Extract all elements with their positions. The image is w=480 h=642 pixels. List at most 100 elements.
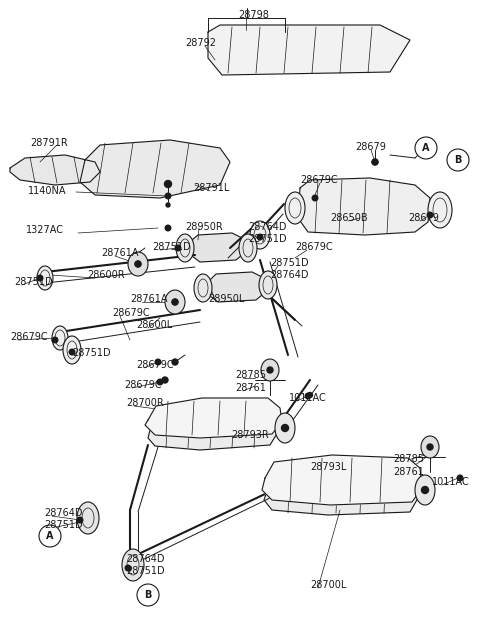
Circle shape bbox=[427, 213, 433, 218]
Text: 28600L: 28600L bbox=[136, 320, 172, 330]
Text: 28751D: 28751D bbox=[72, 348, 110, 358]
Circle shape bbox=[427, 444, 433, 450]
Ellipse shape bbox=[194, 274, 212, 302]
Ellipse shape bbox=[37, 266, 53, 290]
Text: 28761: 28761 bbox=[235, 383, 266, 393]
Ellipse shape bbox=[421, 436, 439, 458]
Ellipse shape bbox=[428, 192, 452, 228]
Text: 28761: 28761 bbox=[393, 467, 424, 477]
Text: 28764D: 28764D bbox=[248, 222, 287, 232]
Ellipse shape bbox=[275, 413, 295, 443]
Circle shape bbox=[372, 159, 378, 165]
Circle shape bbox=[308, 392, 312, 397]
Circle shape bbox=[372, 159, 378, 165]
Ellipse shape bbox=[176, 234, 194, 262]
Polygon shape bbox=[80, 140, 230, 198]
Circle shape bbox=[447, 149, 469, 171]
Circle shape bbox=[267, 367, 273, 373]
Text: 28785: 28785 bbox=[393, 454, 424, 464]
Text: 28791R: 28791R bbox=[30, 138, 68, 148]
Circle shape bbox=[135, 261, 141, 267]
Text: 28751D: 28751D bbox=[152, 242, 191, 252]
Text: 28751D: 28751D bbox=[44, 520, 83, 530]
Ellipse shape bbox=[77, 502, 99, 534]
Text: 28793R: 28793R bbox=[231, 430, 269, 440]
Ellipse shape bbox=[165, 290, 185, 314]
Text: B: B bbox=[454, 155, 462, 165]
Polygon shape bbox=[208, 25, 410, 75]
Ellipse shape bbox=[239, 234, 257, 262]
Circle shape bbox=[166, 203, 170, 207]
Text: 28679C: 28679C bbox=[112, 308, 150, 318]
Circle shape bbox=[52, 337, 58, 343]
Ellipse shape bbox=[259, 271, 277, 299]
Text: 28764D: 28764D bbox=[126, 554, 165, 564]
Circle shape bbox=[135, 261, 141, 267]
Circle shape bbox=[312, 195, 318, 201]
Text: 28679C: 28679C bbox=[10, 332, 48, 342]
Text: 28700R: 28700R bbox=[126, 398, 164, 408]
Text: 28751D: 28751D bbox=[14, 277, 53, 287]
Ellipse shape bbox=[52, 326, 68, 350]
Circle shape bbox=[457, 476, 463, 480]
Circle shape bbox=[37, 275, 43, 281]
Text: 28792: 28792 bbox=[185, 38, 216, 48]
Circle shape bbox=[165, 180, 171, 187]
Polygon shape bbox=[264, 465, 418, 515]
Polygon shape bbox=[10, 155, 100, 185]
Circle shape bbox=[172, 359, 178, 365]
Text: 28679C: 28679C bbox=[295, 242, 333, 252]
Text: 28764D: 28764D bbox=[44, 508, 83, 518]
Text: B: B bbox=[144, 590, 152, 600]
Circle shape bbox=[415, 137, 437, 159]
Circle shape bbox=[39, 525, 61, 547]
Circle shape bbox=[257, 234, 263, 240]
Text: 28950L: 28950L bbox=[208, 294, 244, 304]
Polygon shape bbox=[192, 233, 242, 262]
Polygon shape bbox=[148, 408, 278, 450]
Circle shape bbox=[305, 393, 311, 399]
Circle shape bbox=[421, 487, 429, 494]
Circle shape bbox=[125, 565, 131, 571]
Text: 28791L: 28791L bbox=[193, 183, 229, 193]
Text: 28950R: 28950R bbox=[185, 222, 223, 232]
Circle shape bbox=[172, 299, 178, 305]
Circle shape bbox=[165, 225, 171, 231]
Text: 28751D: 28751D bbox=[126, 566, 165, 576]
Text: 28679: 28679 bbox=[408, 213, 439, 223]
Ellipse shape bbox=[285, 192, 305, 224]
Text: 28761A: 28761A bbox=[130, 294, 168, 304]
Text: 28764D: 28764D bbox=[270, 270, 309, 280]
Text: 1327AC: 1327AC bbox=[26, 225, 64, 235]
Ellipse shape bbox=[122, 549, 144, 581]
Ellipse shape bbox=[415, 475, 435, 505]
Ellipse shape bbox=[63, 336, 81, 364]
Text: 28798: 28798 bbox=[238, 10, 269, 20]
Text: 28751D: 28751D bbox=[270, 258, 309, 268]
Text: 28793L: 28793L bbox=[310, 462, 347, 472]
Circle shape bbox=[281, 424, 288, 431]
Circle shape bbox=[457, 475, 463, 481]
Text: 28650B: 28650B bbox=[330, 213, 368, 223]
Text: A: A bbox=[46, 531, 54, 541]
Circle shape bbox=[155, 360, 161, 365]
Text: 1011AC: 1011AC bbox=[432, 477, 470, 487]
Text: 28679: 28679 bbox=[355, 142, 386, 152]
Text: 28679C: 28679C bbox=[300, 175, 337, 185]
Text: 28785: 28785 bbox=[235, 370, 266, 380]
Circle shape bbox=[162, 377, 168, 383]
Circle shape bbox=[172, 299, 178, 305]
Polygon shape bbox=[298, 178, 430, 235]
Text: A: A bbox=[422, 143, 430, 153]
Text: 28761A: 28761A bbox=[101, 248, 139, 258]
Circle shape bbox=[175, 245, 181, 251]
Text: 1140NA: 1140NA bbox=[28, 186, 67, 196]
Circle shape bbox=[157, 379, 163, 385]
Text: 28600R: 28600R bbox=[87, 270, 125, 280]
Circle shape bbox=[165, 193, 171, 199]
Text: 1011AC: 1011AC bbox=[289, 393, 327, 403]
Ellipse shape bbox=[128, 252, 148, 276]
Ellipse shape bbox=[250, 221, 270, 249]
Circle shape bbox=[137, 584, 159, 606]
Text: 28751D: 28751D bbox=[248, 234, 287, 244]
